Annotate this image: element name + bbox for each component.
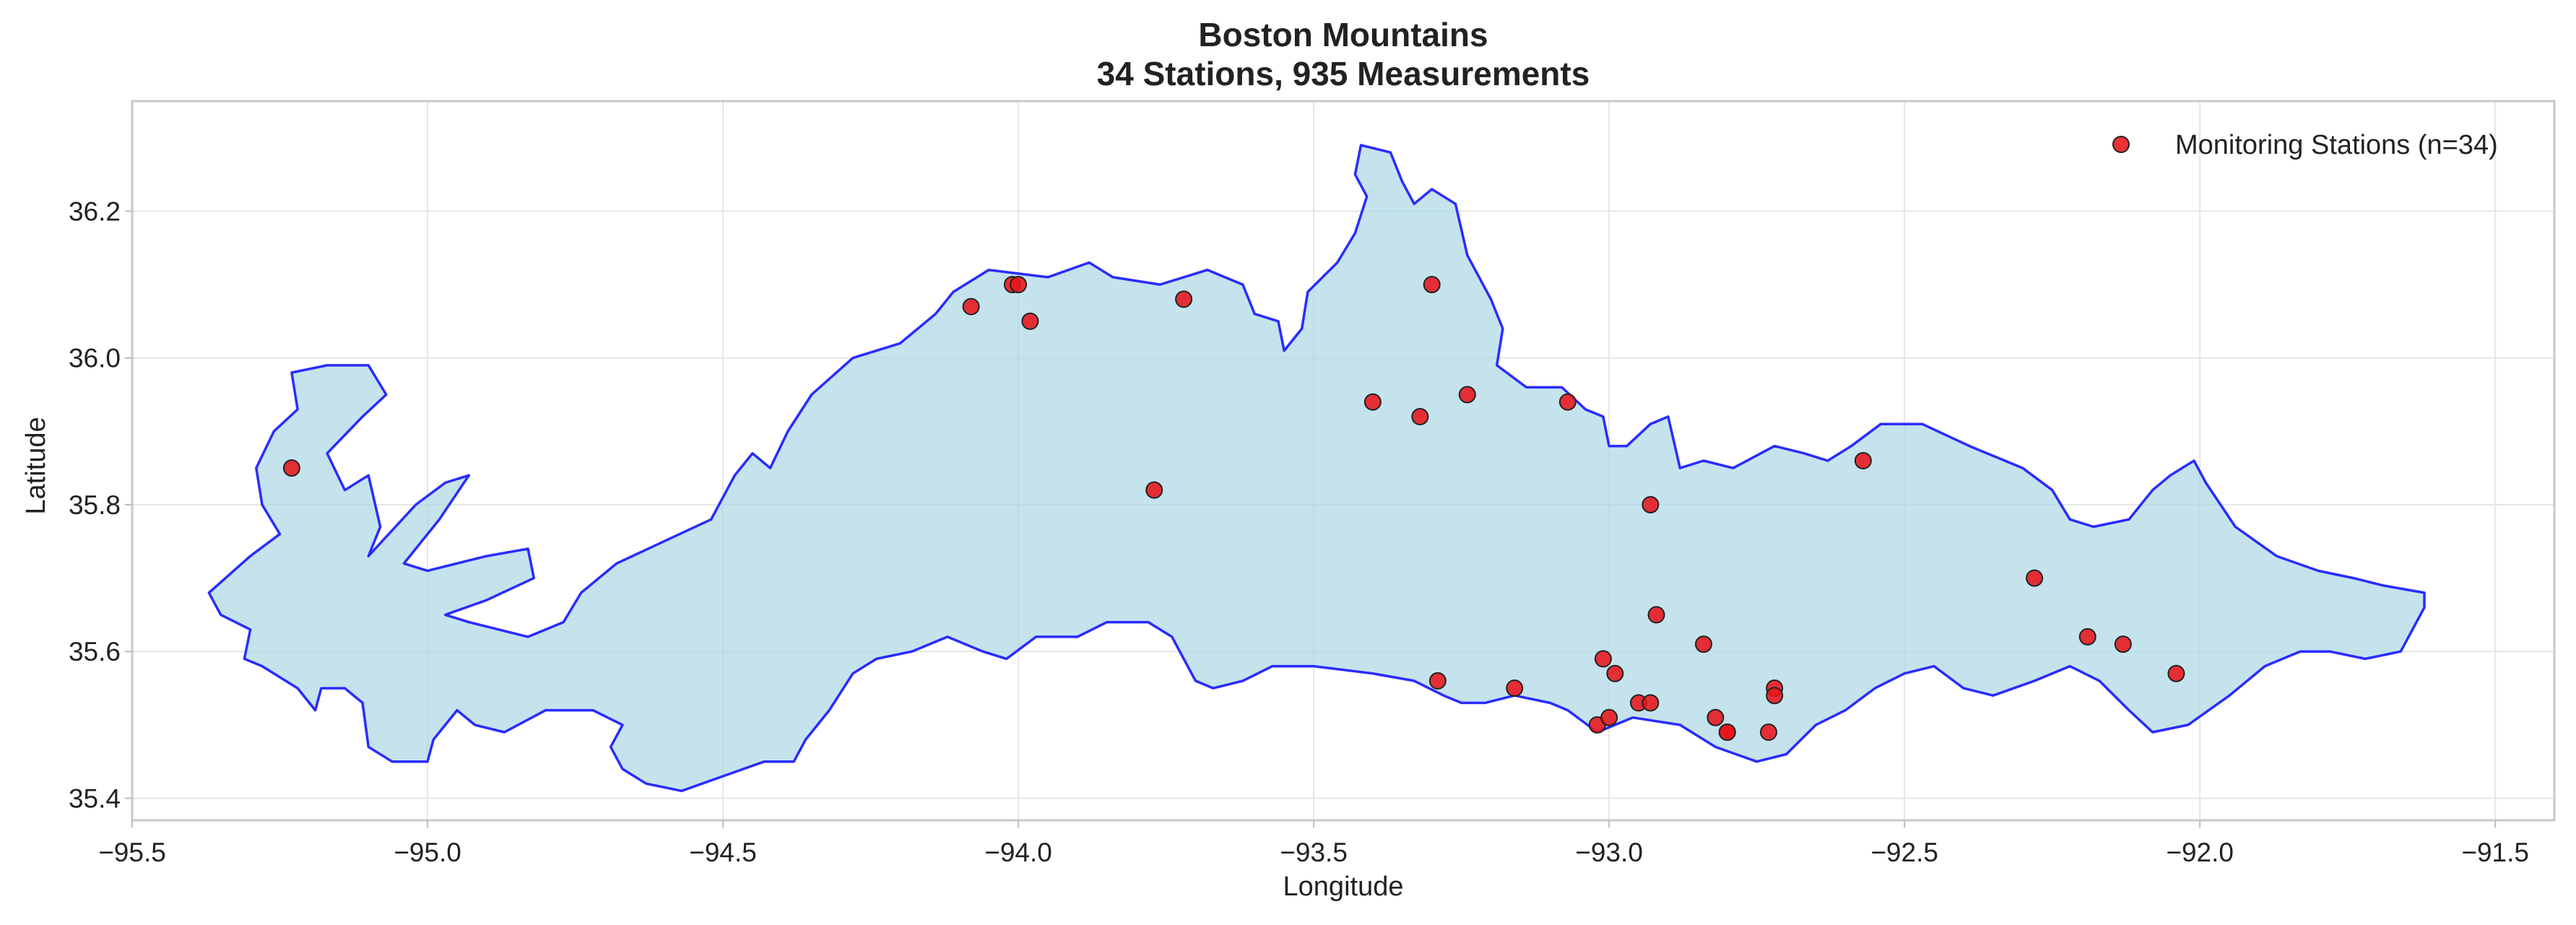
station-point — [1558, 393, 1577, 411]
x-axis-label: Longitude — [1283, 872, 1404, 902]
station-point — [1606, 664, 1624, 682]
y-tick-label: 35.6 — [69, 637, 121, 666]
station-point — [1021, 312, 1039, 330]
station-point — [1854, 452, 1872, 469]
station-point — [1423, 276, 1441, 294]
y-axis-label: Latitude — [21, 417, 51, 514]
station-point — [1458, 386, 1476, 404]
station-point — [2167, 664, 2185, 682]
station-point — [1428, 672, 1447, 690]
station-point — [2026, 569, 2044, 587]
x-tick-label: −93.5 — [1280, 838, 1348, 867]
y-tick-label: 35.4 — [69, 784, 121, 814]
station-point — [1175, 290, 1193, 308]
station-point — [1145, 481, 1163, 499]
chart-subtitle: 34 Stations, 935 Measurements — [1097, 55, 1590, 92]
x-tick-label: −95.0 — [394, 838, 461, 867]
plot-frame — [131, 100, 2556, 822]
legend-marker — [2112, 136, 2130, 153]
station-point — [1363, 393, 1382, 411]
station-point — [1695, 635, 1713, 653]
x-tick-label: −92.5 — [1870, 838, 1938, 867]
x-tick-label: −94.0 — [984, 838, 1052, 867]
station-point — [1642, 495, 1660, 513]
station-point — [1707, 708, 1725, 726]
y-tick-label: 36.2 — [69, 196, 121, 226]
chart-title: Boston Mountains — [1198, 16, 1488, 53]
station-point — [1642, 694, 1660, 712]
y-tick-label: 36.0 — [69, 344, 121, 373]
station-point — [1411, 408, 1429, 426]
region-layer — [207, 144, 2426, 793]
station-point — [1647, 606, 1665, 624]
station-point — [1759, 724, 1777, 742]
station-point — [1594, 650, 1612, 668]
region-outline — [207, 144, 2426, 793]
station-points — [282, 276, 2185, 742]
station-point — [1600, 708, 1618, 726]
legend-label: Monitoring Stations (n=34) — [2175, 130, 2498, 160]
station-point — [2078, 627, 2096, 646]
x-tick-label: −93.0 — [1575, 838, 1643, 867]
station-point — [2114, 635, 2132, 653]
station-point — [1506, 679, 1524, 698]
station-point — [1010, 276, 1028, 294]
station-point — [282, 459, 300, 477]
y-axis-ticks: 35.4 35.6 35.8 36.0 36.2 — [69, 196, 132, 814]
station-point — [1718, 724, 1736, 742]
legend: Monitoring Stations (n=34) — [2112, 130, 2498, 160]
station-point — [962, 298, 980, 316]
station-point — [1766, 687, 1784, 705]
x-tick-label: −91.5 — [2461, 838, 2529, 867]
x-tick-label: −94.5 — [689, 838, 757, 867]
x-tick-label: −92.0 — [2166, 838, 2234, 867]
y-tick-label: 35.8 — [69, 490, 121, 520]
x-axis-ticks: −95.5 −95.0 −94.5 −94.0 −93.5 −93.0 −92.5 −92.0… — [98, 820, 2529, 867]
x-tick-label: −95.5 — [98, 838, 166, 867]
